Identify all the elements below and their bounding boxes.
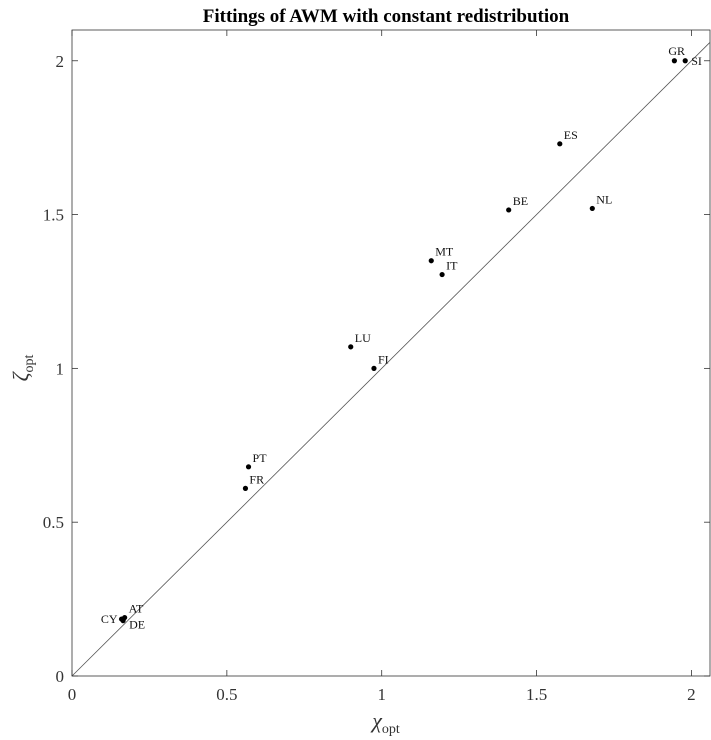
- data-points: [118, 58, 688, 624]
- data-point: [682, 58, 688, 64]
- data-point: [589, 205, 595, 212]
- data-point-label: IT: [446, 259, 458, 273]
- y-tick-label: 0.5: [43, 513, 64, 532]
- data-point-label: CY: [101, 612, 118, 626]
- y-tick-label: 0: [56, 667, 65, 686]
- axis-label-symbol: ζ: [8, 370, 33, 381]
- y-axis-ticks: 0 0.5 1 1.5 2: [43, 52, 710, 686]
- data-point-label: LU: [355, 331, 371, 345]
- axis-label-subscript: opt: [382, 722, 400, 737]
- y-tick-label: 2: [56, 52, 65, 71]
- x-tick-label: 0: [68, 685, 77, 704]
- data-point-label: AT: [129, 602, 144, 616]
- data-point: [439, 271, 445, 278]
- y-axis-label: ζopt: [8, 354, 37, 381]
- data-point: [428, 258, 434, 264]
- data-point: [557, 141, 563, 147]
- chart-title: Fittings of AWM with constant redistribu…: [203, 6, 570, 27]
- data-point-label: FI: [378, 352, 389, 366]
- x-tick-label: 1.5: [526, 685, 547, 704]
- data-point: [245, 464, 252, 470]
- x-tick-label: 1: [377, 685, 386, 704]
- data-point-label: PT: [253, 451, 268, 465]
- x-axis-label: χopt: [370, 708, 400, 737]
- data-point: [671, 58, 677, 64]
- data-point-label: FR: [249, 472, 264, 486]
- data-point-label: BE: [513, 194, 528, 208]
- data-point-label: DE: [129, 618, 145, 632]
- x-tick-label: 0.5: [216, 685, 237, 704]
- data-point: [371, 365, 377, 371]
- data-point-label: NL: [596, 192, 612, 206]
- axis-label-subscript: opt: [22, 354, 37, 372]
- data-point: [348, 344, 354, 350]
- plot-border: [71, 29, 711, 677]
- data-point: [506, 207, 512, 213]
- y-tick-label: 1.5: [43, 206, 64, 225]
- axis-label-symbol: χ: [370, 708, 383, 733]
- data-point-label: ES: [564, 128, 578, 142]
- data-point-label: SI: [691, 54, 702, 68]
- reference-line: [71, 42, 711, 677]
- data-point-label: MT: [435, 245, 454, 259]
- y-tick-label: 1: [56, 359, 65, 378]
- data-point-label: GR: [668, 44, 685, 58]
- x-tick-label: 2: [687, 685, 696, 704]
- data-point: [242, 485, 249, 491]
- x-axis-ticks: 0 0.5 1 1.5 2: [68, 30, 696, 704]
- plot-frame: [71, 29, 711, 677]
- data-point: [120, 618, 126, 624]
- reference-line-layer: [71, 42, 711, 677]
